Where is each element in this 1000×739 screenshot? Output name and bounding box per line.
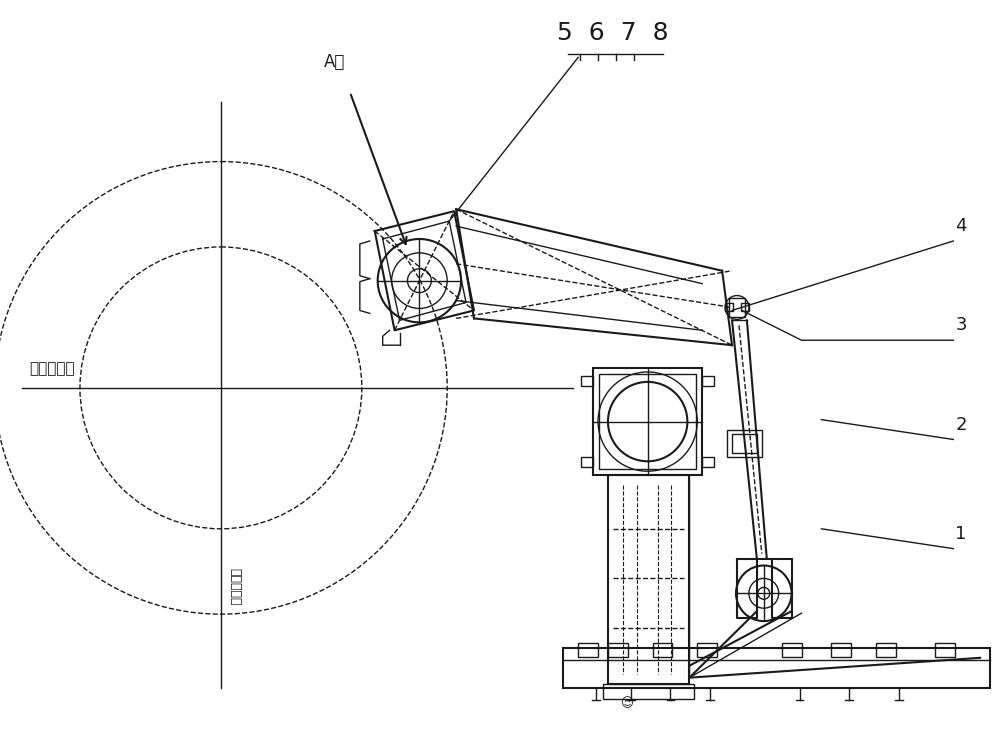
Bar bbox=[581, 376, 593, 386]
Bar bbox=[599, 374, 696, 469]
Bar bbox=[725, 304, 733, 311]
Bar bbox=[653, 643, 672, 657]
Text: 卷筒中心线: 卷筒中心线 bbox=[29, 361, 75, 376]
Bar bbox=[876, 643, 896, 657]
Text: 1: 1 bbox=[955, 525, 967, 542]
Bar bbox=[782, 643, 802, 657]
Bar bbox=[729, 298, 745, 317]
Text: ☺: ☺ bbox=[621, 698, 634, 710]
Bar bbox=[697, 643, 717, 657]
Bar bbox=[563, 648, 990, 687]
Text: 5  6  7  8: 5 6 7 8 bbox=[557, 21, 669, 46]
Text: 2: 2 bbox=[955, 415, 967, 434]
Bar bbox=[603, 684, 694, 698]
Bar bbox=[702, 457, 714, 467]
Bar bbox=[935, 643, 955, 657]
Bar bbox=[578, 643, 598, 657]
Bar bbox=[831, 643, 851, 657]
Text: 卷筒中心线: 卷筒中心线 bbox=[229, 568, 242, 606]
Text: 4: 4 bbox=[955, 217, 967, 235]
Bar bbox=[732, 434, 757, 453]
Text: A向: A向 bbox=[324, 53, 346, 71]
Bar bbox=[593, 368, 702, 475]
Bar bbox=[727, 429, 762, 457]
Text: 3: 3 bbox=[955, 316, 967, 334]
Bar bbox=[741, 304, 749, 311]
Bar bbox=[581, 457, 593, 467]
Bar bbox=[702, 376, 714, 386]
Bar bbox=[608, 475, 689, 684]
Bar bbox=[608, 643, 628, 657]
